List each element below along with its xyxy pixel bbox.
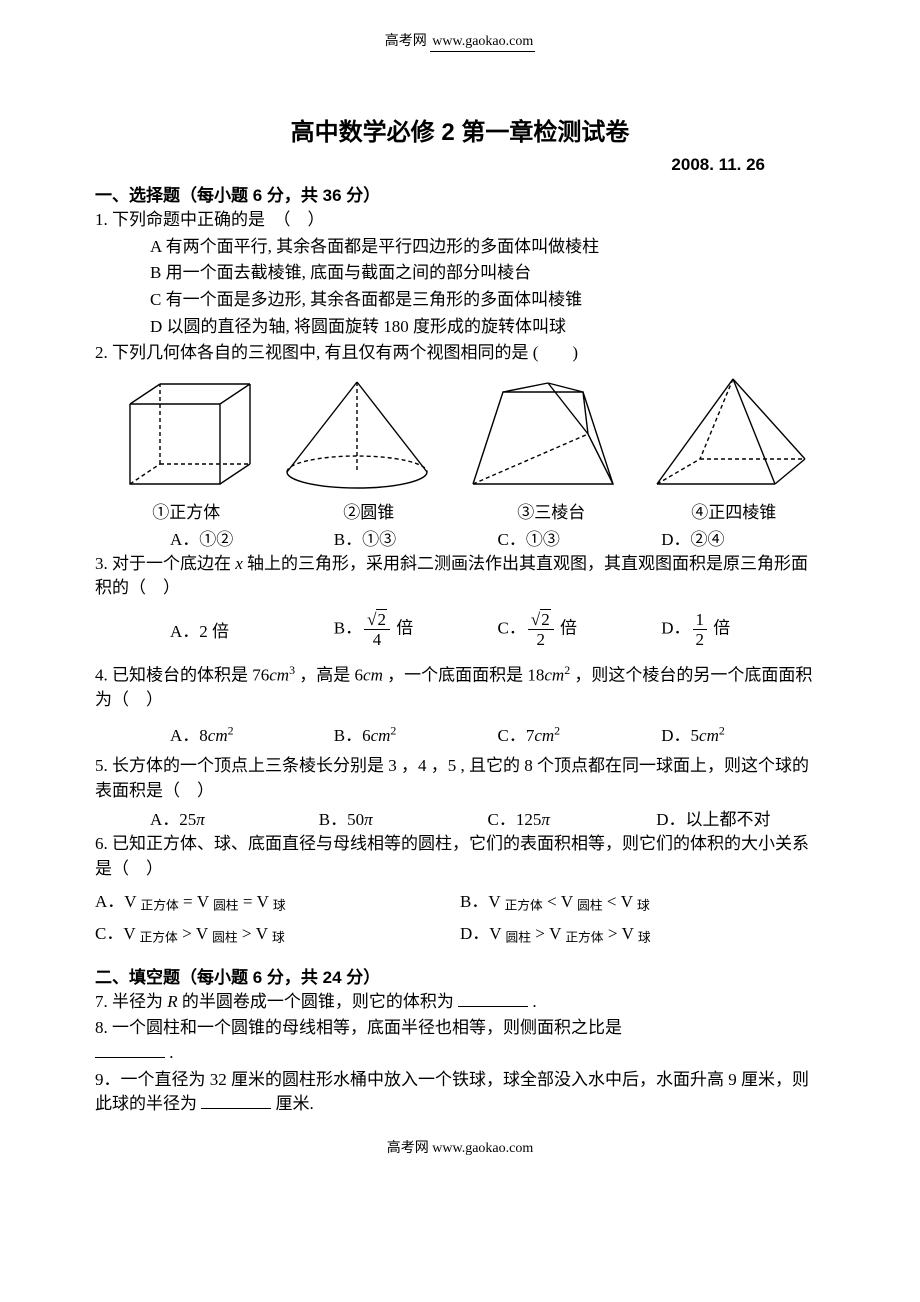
- q5-stem: 5. 长方体的一个顶点上三条棱长分别是 3 ，4 ，5 , 且它的 8 个顶点都…: [95, 754, 825, 803]
- q9: 9．一个直径为 32 厘米的圆柱形水桶中放入一个铁球，球全部没入水中后，水面升高…: [95, 1068, 825, 1117]
- shape-cone: [272, 374, 442, 494]
- q1-opt-d: D 以圆的直径为轴, 将圆面旋转 180 度形成的旋转体叫球: [95, 315, 825, 340]
- q4-opts: A．8cm2 B．6cm2 C．7cm2 D．5cm2: [95, 721, 825, 746]
- q9-blank: [201, 1092, 271, 1109]
- q3-opt-c: C．22 倍: [498, 611, 662, 648]
- q6-opts: A．V 正方体 = V 圆柱 = V 球 B．V 正方体 < V 圆柱 < V …: [95, 884, 825, 949]
- q1-stem: 1. 下列命题中正确的是 （ ）: [95, 208, 825, 233]
- q6-opt-b: B．V 正方体 < V 圆柱 < V 球: [460, 884, 825, 917]
- q6-stem: 6. 已知正方体、球、底面直径与母线相等的圆柱，它们的表面积相等，则它们的体积的…: [95, 832, 825, 881]
- shape-label-4: ④正四棱锥: [643, 498, 826, 523]
- shape-label-1: ①正方体: [95, 498, 278, 523]
- shape-square-pyramid: [645, 374, 815, 494]
- var-r: R: [167, 992, 182, 1011]
- page-title: 高中数学必修 2 第一章检测试卷: [95, 112, 825, 147]
- q3-opts: A．2 倍 B．24 倍 C．22 倍 D．12 倍: [95, 611, 825, 648]
- q5-opts: A．25π B．50π C．125π D．以上都不对: [95, 805, 825, 830]
- footer-url: 高考网 www.gaokao.com: [95, 1137, 825, 1157]
- q6-opt-d: D．V 圆柱 > V 正方体 > V 球: [460, 916, 825, 949]
- q5-opt-a: A．25π: [150, 805, 319, 830]
- footer-link: www.gaokao.com: [432, 1141, 533, 1156]
- footer-site: 高考网: [387, 1141, 429, 1156]
- header-site: 高考网: [385, 34, 427, 49]
- q2-opt-d: D．②④: [661, 525, 825, 550]
- shape-labels: ①正方体 ②圆锥 ③三棱台 ④正四棱锥: [95, 498, 825, 523]
- q2-opts: A．①② B．①③ C．①③ D．②④: [95, 525, 825, 550]
- q2-opt-b: B．①③: [334, 525, 498, 550]
- section1-head: 一、选择题（每小题 6 分，共 36 分）: [95, 181, 825, 206]
- q1-opt-b: B 用一个面去截棱锥, 底面与截面之间的部分叫棱台: [95, 261, 825, 286]
- section2-head: 二、填空题（每小题 6 分，共 24 分）: [95, 963, 825, 988]
- q2-opt-a: A．①②: [170, 525, 334, 550]
- q1-opt-c: C 有一个面是多边形, 其余各面都是三角形的多面体叫棱锥: [95, 288, 825, 313]
- shape-label-2: ②圆锥: [278, 498, 461, 523]
- date: 2008. 11. 26: [95, 155, 825, 175]
- q8: 8. 一个圆柱和一个圆锥的母线相等，底面半径也相等，则侧面积之比是 .: [95, 1016, 825, 1065]
- q8-blank: [95, 1041, 165, 1058]
- shapes-row: [95, 374, 825, 494]
- q3-stem: 3. 对于一个底边在 x 轴上的三角形，采用斜二测画法作出其直观图，其直观图面积…: [95, 552, 825, 601]
- q4-opt-a: A．8cm2: [170, 721, 334, 746]
- q4-opt-b: B．6cm2: [334, 721, 498, 746]
- header-link: www.gaokao.com: [430, 34, 535, 52]
- header-url: 高考网 www.gaokao.com: [95, 30, 825, 52]
- q5-opt-b: B．50π: [319, 805, 488, 830]
- q6-opt-a: A．V 正方体 = V 圆柱 = V 球: [95, 884, 460, 917]
- q4-opt-d: D．5cm2: [661, 721, 825, 746]
- q3-opt-a: A．2 倍: [170, 617, 334, 642]
- q4-opt-c: C．7cm2: [498, 721, 662, 746]
- q3-opt-d: D．12 倍: [661, 611, 825, 648]
- q2-stem: 2. 下列几何体各自的三视图中, 有且仅有两个视图相同的是 ( ): [95, 341, 825, 366]
- q4-stem: 4. 已知棱台的体积是 76cm3 ，高是 6cm ，一个底面面积是 18cm2…: [95, 662, 825, 713]
- q5-opt-c: C．125π: [488, 805, 657, 830]
- var-x: x: [235, 554, 247, 573]
- q7-blank: [458, 990, 528, 1007]
- shape-label-3: ③三棱台: [460, 498, 643, 523]
- q1-opt-a: A 有两个面平行, 其余各面都是平行四边形的多面体叫做棱柱: [95, 235, 825, 260]
- q5-opt-d: D．以上都不对: [656, 805, 825, 830]
- q7: 7. 半径为 R 的半圆卷成一个圆锥，则它的体积为 .: [95, 990, 825, 1015]
- q3-opt-b: B．24 倍: [334, 611, 498, 648]
- shape-cube: [105, 374, 255, 494]
- q2-opt-c: C．①③: [498, 525, 662, 550]
- shape-prism-frustum: [458, 374, 628, 494]
- q6-opt-c: C．V 正方体 > V 圆柱 > V 球: [95, 916, 460, 949]
